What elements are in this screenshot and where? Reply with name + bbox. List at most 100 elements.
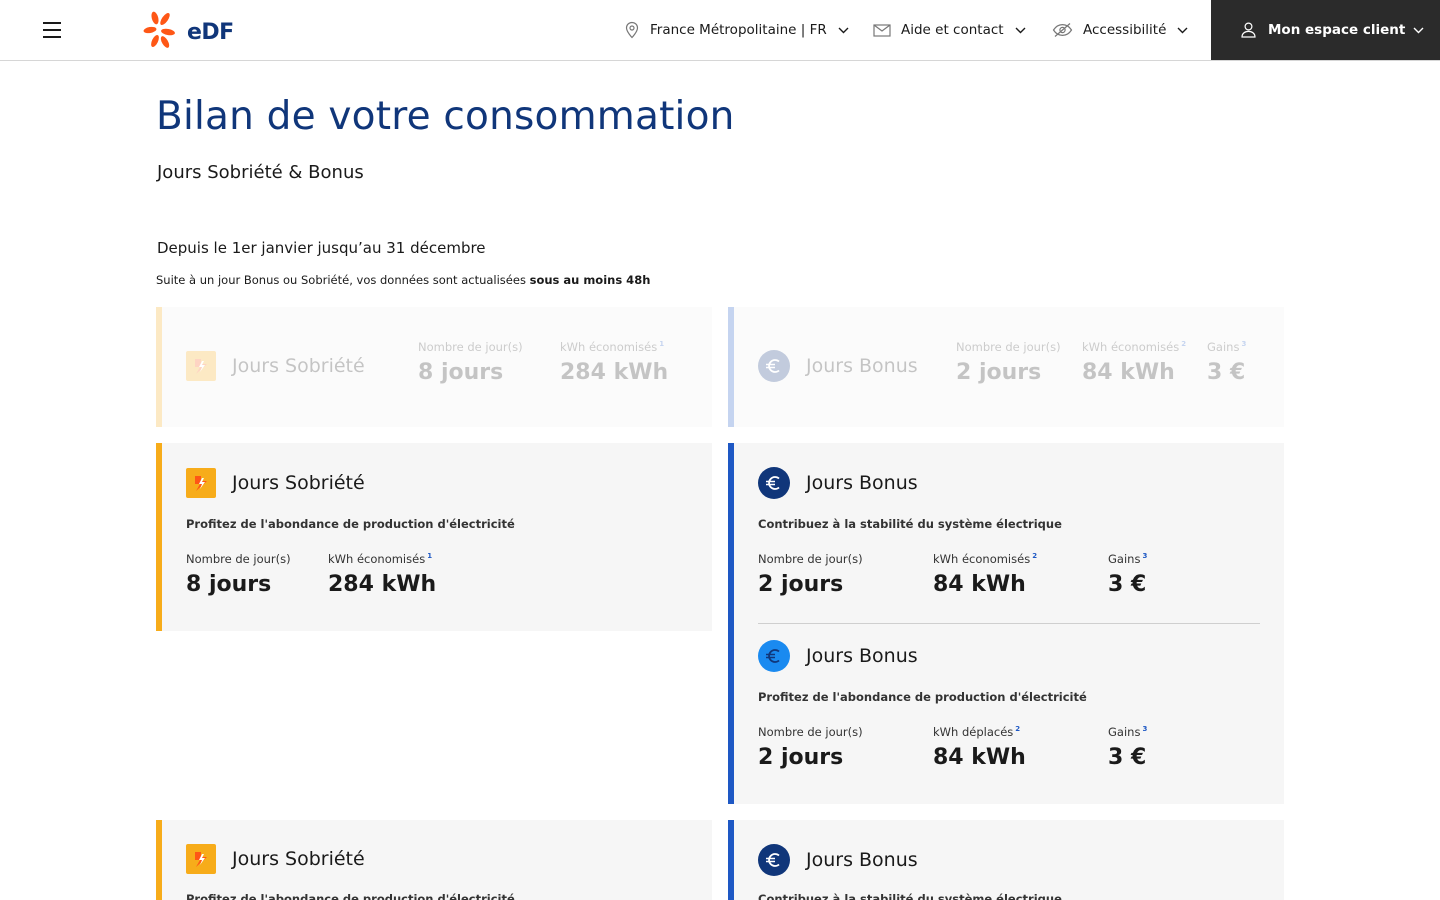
sobriete-card-bottom: Jours Sobriété Profitez de l'abondance d… <box>156 820 712 900</box>
accessibility-label: Accessibilité <box>1083 22 1167 38</box>
account-label: Mon espace client <box>1268 22 1406 38</box>
lightning-down-icon <box>186 351 216 381</box>
update-note: Suite à un jour Bonus ou Sobriété, vos d… <box>156 273 650 287</box>
stat-label: Nombre de jour(s) <box>956 340 1061 354</box>
contact-label: Aide et contact <box>901 22 1004 38</box>
envelope-icon <box>873 23 891 37</box>
footnote-marker: 2 <box>1032 552 1038 561</box>
bonus-kwh-stat: kWh économisés 2 84 kWh <box>933 552 1037 597</box>
update-note-text: Suite à un jour Bonus ou Sobriété, vos d… <box>156 273 530 287</box>
euro-icon <box>758 467 790 499</box>
stat-label: Nombre de jour(s) <box>186 552 291 566</box>
stat-value: 3 € <box>1108 572 1147 597</box>
sobriete-kwh-stat: kWh économisés 1 284 kWh <box>328 552 436 597</box>
bonus-second-days-stat: Nombre de jour(s) 2 jours <box>758 725 863 770</box>
bonus-card-description: Contribuez à la stabilité du système éle… <box>758 517 1062 531</box>
stat-value: 284 kWh <box>560 360 669 385</box>
stat-label: kWh économisés 2 <box>933 552 1037 566</box>
bonus-gains-stat: Gains 3 3 € <box>1108 552 1147 597</box>
stat-value: 84 kWh <box>933 745 1026 770</box>
stat-label-text: kWh économisés <box>1082 340 1180 354</box>
bonus-card-title: Jours Bonus <box>806 472 918 494</box>
bonus-days-stat: Nombre de jour(s) 2 jours <box>758 552 863 597</box>
stat-value: 3 € <box>1108 745 1147 770</box>
sobriete-card-title: Jours Sobriété <box>232 472 365 494</box>
chevron-down-icon <box>1413 27 1424 34</box>
stat-value: 2 jours <box>956 360 1042 385</box>
stat-label-text: kWh déplacés <box>933 725 1014 739</box>
stat-value: 2 jours <box>758 572 844 597</box>
hamburger-menu-icon[interactable] <box>43 22 61 38</box>
footnote-marker: 3 <box>1142 552 1148 561</box>
stat-value: 284 kWh <box>328 572 437 597</box>
euro-icon <box>758 350 790 382</box>
period-label: Depuis le 1er janvier jusqu’au 31 décemb… <box>157 239 486 257</box>
sobriete-card: Jours Sobriété Profitez de l'abondance d… <box>156 443 712 631</box>
footnote-marker: 2 <box>1181 340 1187 349</box>
update-note-delay: sous au moins 48h <box>529 273 651 287</box>
sobriete-card-description: Profitez de l'abondance de production d'… <box>186 517 515 531</box>
chevron-down-icon <box>1015 27 1026 34</box>
stat-label: Gains 3 <box>1207 340 1246 354</box>
footnote-marker: 3 <box>1241 340 1247 349</box>
footnote-marker: 1 <box>427 552 433 561</box>
edf-logo[interactable]: eDF <box>143 11 234 49</box>
euro-icon <box>758 640 790 672</box>
lightning-down-icon <box>186 844 216 874</box>
bonus-second-kwh-stat: kWh déplacés 2 84 kWh <box>933 725 1026 770</box>
stat-label: Nombre de jour(s) <box>758 552 863 566</box>
bonus-card-second-description: Profitez de l'abondance de production d'… <box>758 690 1087 704</box>
stat-value: 8 jours <box>418 360 504 385</box>
contact-menu[interactable]: Aide et contact <box>873 0 1026 60</box>
stat-label: kWh économisés 2 <box>1082 340 1186 354</box>
summary-bonus-gains: Gains 3 3 € <box>1207 340 1246 385</box>
summary-card-sobriete: Jours Sobriété Nombre de jour(s) 8 jours… <box>156 307 712 427</box>
page-title: Bilan de votre consommation <box>156 94 735 139</box>
accessibility-menu[interactable]: Accessibilité <box>1052 0 1188 60</box>
footnote-marker: 3 <box>1142 725 1148 734</box>
summary-bonus-kwh: kWh économisés 2 84 kWh <box>1082 340 1186 385</box>
divider <box>758 623 1260 624</box>
stat-value: 84 kWh <box>933 572 1026 597</box>
sobriete-bottom-title: Jours Sobriété <box>232 848 365 870</box>
stat-value: 84 kWh <box>1082 360 1175 385</box>
summary-bonus-days: Nombre de jour(s) 2 jours <box>956 340 1061 385</box>
bonus-card-bottom: Jours Bonus Contribuez à la stabilité du… <box>728 820 1284 900</box>
footnote-marker: 1 <box>659 340 665 349</box>
footnote-marker: 2 <box>1015 725 1021 734</box>
account-button[interactable]: Mon espace client <box>1211 0 1440 60</box>
chevron-down-icon <box>838 27 849 34</box>
stat-label-text: Gains <box>1108 552 1141 566</box>
summary-sobriete-days: Nombre de jour(s) 8 jours <box>418 340 523 385</box>
page-subtitle: Jours Sobriété & Bonus <box>157 162 364 183</box>
stat-label: Nombre de jour(s) <box>418 340 523 354</box>
user-icon <box>1241 22 1256 38</box>
stat-label: Gains 3 <box>1108 725 1147 739</box>
edf-logo-text: eDF <box>187 19 234 45</box>
top-navigation-bar: eDF France Métropolitaine | FR Aide et c… <box>0 0 1440 61</box>
edf-flower-icon <box>143 11 175 48</box>
summary-sobriete-kwh: kWh économisés 1 284 kWh <box>560 340 668 385</box>
summary-card-bonus: Jours Bonus Nombre de jour(s) 2 jours kW… <box>728 307 1284 427</box>
stat-label-text: kWh économisés <box>933 552 1031 566</box>
sobriete-days-stat: Nombre de jour(s) 8 jours <box>186 552 291 597</box>
region-label: France Métropolitaine | FR <box>650 22 827 38</box>
euro-icon <box>758 844 790 876</box>
lightning-down-icon <box>186 468 216 498</box>
stat-value: 8 jours <box>186 572 272 597</box>
chevron-down-icon <box>1177 27 1188 34</box>
stat-label: kWh économisés 1 <box>328 552 436 566</box>
stat-label-text: kWh économisés <box>560 340 658 354</box>
summary-bonus-title: Jours Bonus <box>806 355 918 377</box>
eye-slash-icon <box>1052 22 1073 38</box>
bonus-card: Jours Bonus Contribuez à la stabilité du… <box>728 443 1284 804</box>
stat-label: kWh économisés 1 <box>560 340 668 354</box>
sobriete-bottom-description: Profitez de l'abondance de production d'… <box>186 892 515 900</box>
bonus-bottom-title: Jours Bonus <box>806 849 918 871</box>
region-selector[interactable]: France Métropolitaine | FR <box>624 0 849 60</box>
bonus-bottom-description: Contribuez à la stabilité du système éle… <box>758 892 1062 900</box>
stat-label-text: kWh économisés <box>328 552 426 566</box>
summary-sobriete-title: Jours Sobriété <box>232 355 365 377</box>
stat-label-text: Gains <box>1108 725 1141 739</box>
bonus-card-second-title: Jours Bonus <box>806 645 918 667</box>
